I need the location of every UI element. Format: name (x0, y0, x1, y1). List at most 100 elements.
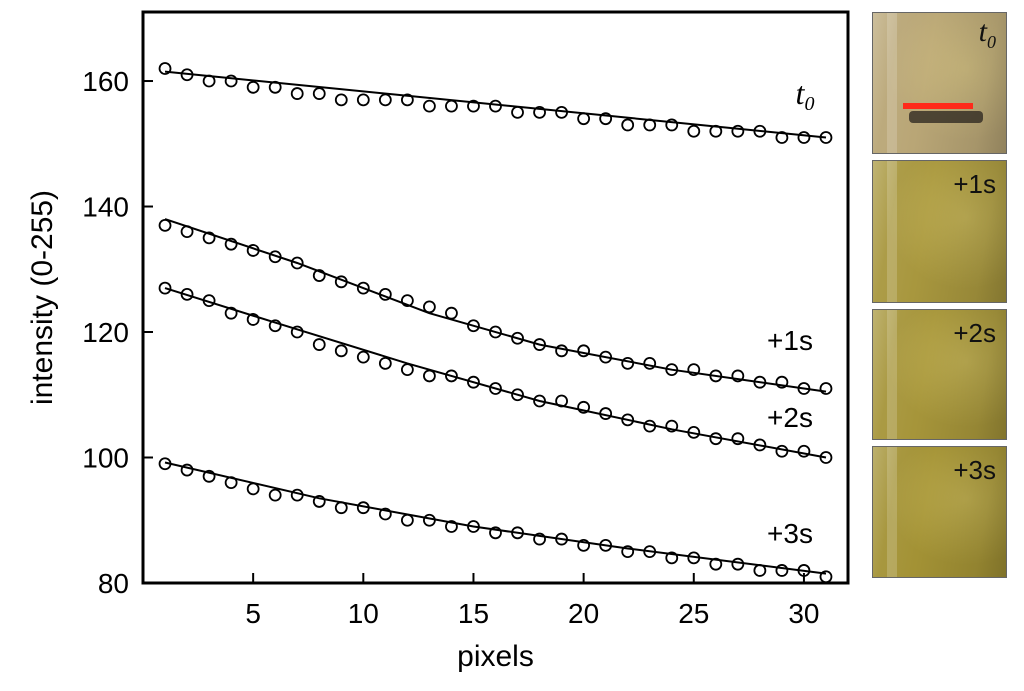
data-point (775, 564, 789, 577)
data-point (246, 244, 260, 257)
data-point (489, 526, 502, 540)
fit-line (164, 218, 827, 393)
y-axis-label: intensity (0-255) (26, 190, 59, 405)
data-point (731, 432, 745, 446)
data-point (489, 325, 502, 339)
fit-line (164, 70, 827, 139)
data-point (268, 250, 282, 264)
data-point (246, 482, 260, 496)
thumbnail-frame-1: t0 (872, 12, 1007, 154)
data-point (753, 438, 767, 452)
data-point (753, 375, 767, 389)
data-point (577, 344, 591, 358)
data-point (643, 419, 657, 433)
data-point (577, 400, 591, 414)
data-point (797, 564, 811, 577)
data-point (334, 344, 348, 358)
data-point (665, 363, 679, 377)
data-point (731, 557, 745, 571)
data-point (400, 294, 414, 308)
data-point (378, 356, 392, 370)
thumbnail-frame-3: +2s (872, 309, 1007, 440)
thumbnail-frame-2: +1s (872, 160, 1007, 303)
data-point (775, 131, 789, 144)
series-3: +2s (158, 281, 833, 464)
data-point (202, 74, 216, 88)
data-point (753, 124, 767, 138)
data-point (555, 105, 568, 119)
data-point (246, 80, 260, 94)
data-point (445, 99, 458, 113)
data-point (819, 451, 833, 464)
data-point (423, 300, 436, 314)
data-point (533, 394, 546, 408)
data-point (202, 469, 216, 483)
data-point (423, 99, 436, 113)
data-point (356, 501, 370, 515)
data-point (423, 369, 436, 383)
thumbnail-label: t0 (978, 15, 996, 52)
data-point (224, 476, 238, 490)
data-point (687, 551, 701, 565)
series-label: t0 (796, 75, 815, 115)
surface-highlight (887, 447, 897, 577)
y-tick-label: 80 (98, 568, 129, 599)
data-point (268, 488, 282, 502)
data-point (709, 124, 723, 138)
data-point (202, 294, 216, 308)
data-point (643, 545, 657, 559)
data-point (665, 551, 679, 565)
fit-line (164, 287, 827, 459)
data-point (290, 256, 304, 270)
thumbnail-label-subscript: 0 (987, 32, 996, 52)
data-point (511, 105, 524, 119)
series-4: +3s (158, 457, 833, 584)
data-point (621, 413, 635, 427)
data-point (643, 356, 657, 370)
data-point (555, 532, 568, 546)
data-point (158, 62, 172, 75)
data-point (180, 287, 194, 301)
data-point (467, 375, 480, 389)
data-point (268, 319, 282, 333)
data-point (378, 287, 392, 301)
series-group: t0 +1s +2s +3s (158, 62, 833, 584)
data-point (224, 306, 238, 320)
data-point (334, 275, 348, 289)
data-point (400, 93, 414, 107)
data-point (511, 526, 524, 540)
data-point (709, 369, 723, 383)
surface-highlight (887, 13, 897, 153)
data-point (158, 457, 172, 471)
x-tick-label: 20 (568, 598, 599, 629)
data-point (445, 306, 458, 320)
data-point (445, 520, 458, 533)
x-tick-label: 30 (788, 598, 819, 629)
data-point (467, 319, 480, 333)
thumbnail-label: +3s (953, 455, 996, 485)
x-tick-label: 15 (458, 598, 489, 629)
data-point (555, 344, 568, 358)
data-point (312, 269, 326, 282)
data-point (224, 74, 238, 88)
data-point (312, 87, 326, 100)
data-point (268, 80, 282, 94)
thumbnail-label: +2s (953, 318, 996, 348)
data-point (533, 338, 546, 351)
data-point (334, 93, 348, 107)
y-tick-label: 100 (82, 443, 129, 474)
thumbnail-frame-4: +3s (872, 446, 1007, 578)
x-axis-label: pixels (457, 640, 534, 673)
fit-line (164, 461, 827, 575)
data-point (180, 225, 194, 239)
data-point (687, 124, 701, 138)
data-point (621, 545, 635, 559)
series-label: +1s (767, 325, 813, 356)
data-point (555, 394, 568, 408)
data-point (467, 520, 480, 533)
data-point (290, 325, 304, 339)
surface-highlight (887, 310, 897, 439)
data-point (312, 495, 326, 508)
data-point (489, 99, 502, 113)
data-point (577, 538, 591, 552)
